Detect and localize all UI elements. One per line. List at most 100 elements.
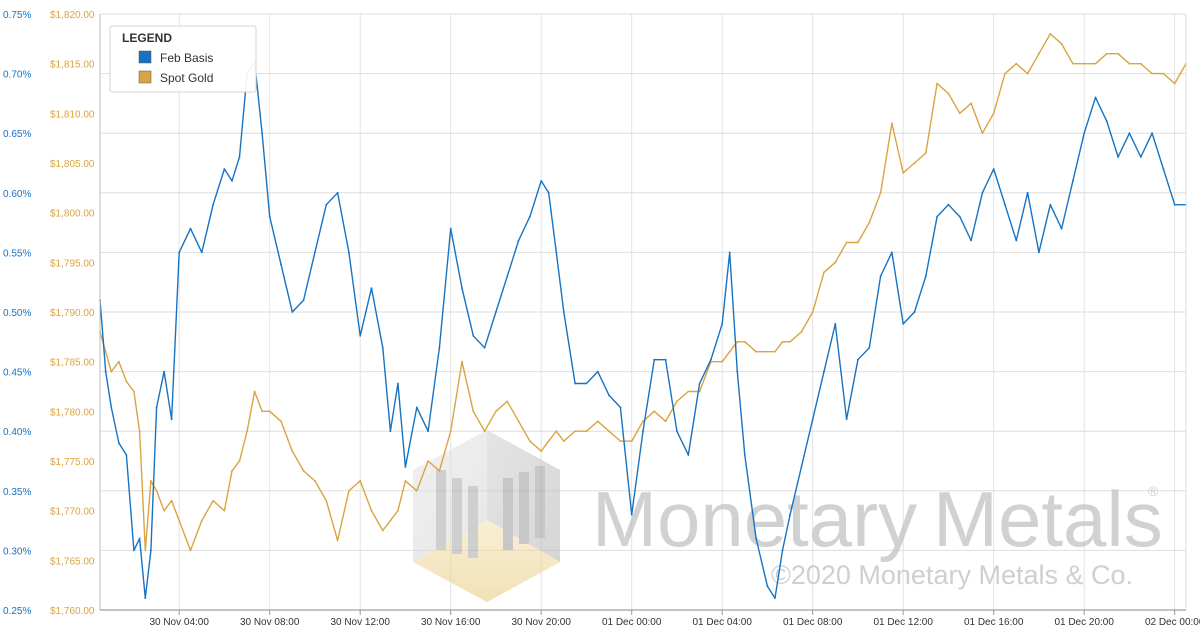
data-point-feb-basis [155,406,158,409]
data-point-spot-gold [1173,82,1176,85]
data-point-spot-gold [755,350,757,353]
data-point-spot-gold [743,340,746,343]
data-point-spot-gold [562,440,565,442]
data-point-spot-gold [781,340,784,343]
data-point-spot-gold [834,261,837,264]
legend-label-feb-basis: Feb Basis [160,51,213,65]
data-point-spot-gold [619,440,622,442]
data-point-spot-gold [1026,72,1029,75]
watermark-copyright: ©2020 Monetary Metals & Co. [771,560,1133,590]
data-point-feb-basis [125,454,128,456]
x-tick-label: 01 Dec 20:00 [1054,617,1114,628]
data-point-spot-gold [404,480,407,482]
data-point-feb-basis [1105,120,1108,123]
data-point-feb-basis [811,418,814,421]
legend: LEGEND Feb Basis Spot Gold [109,25,257,93]
data-point-spot-gold [868,221,871,224]
data-point-spot-gold [138,430,141,433]
data-point-feb-basis [619,406,622,409]
y-tick-basis: 0.35% [3,487,31,498]
data-point-feb-basis [1015,239,1018,242]
x-tick-label: 30 Nov 12:00 [330,617,390,628]
data-point-spot-gold [936,82,938,85]
y-tick-basis: 0.55% [3,248,31,259]
data-point-spot-gold [118,360,120,363]
data-point-feb-basis [163,370,166,373]
data-point-spot-gold [1015,62,1018,65]
data-point-spot-gold [133,390,135,393]
data-point-spot-gold [325,499,328,502]
data-point-feb-basis [540,180,543,182]
data-point-spot-gold [178,519,181,522]
data-point-feb-basis [150,549,152,552]
y-tick-basis: 0.70% [3,70,31,81]
data-point-spot-gold [879,191,882,194]
data-point-spot-gold [1094,62,1097,65]
data-point-feb-basis [992,168,995,170]
data-point-spot-gold [555,430,558,433]
data-point-spot-gold [1060,42,1063,45]
data-point-feb-basis [698,382,701,385]
data-point-spot-gold [397,509,399,512]
data-point-feb-basis [133,549,135,552]
data-point-feb-basis [947,203,950,206]
data-point-feb-basis [834,323,837,325]
data-point-feb-basis [845,418,848,421]
data-point-feb-basis [529,215,531,218]
data-point-spot-gold [238,460,241,462]
data-point-spot-gold [144,549,147,552]
data-point-spot-gold [261,410,263,413]
data-point-spot-gold [687,390,690,393]
y-tick-basis: 0.40% [3,427,31,438]
data-point-spot-gold [449,430,452,433]
data-point-spot-gold [766,350,769,353]
data-point-spot-gold [1151,72,1153,75]
data-point-feb-basis [483,346,486,349]
data-point-spot-gold [495,410,497,413]
data-point-feb-basis [506,275,509,278]
data-point-feb-basis [547,191,550,194]
data-point-feb-basis [415,406,418,409]
y-tick-gold: $1,790.00 [50,308,95,319]
data-point-feb-basis [555,251,558,254]
data-point-feb-basis [397,382,399,385]
data-point-feb-basis [736,370,739,373]
data-point-spot-gold [728,350,731,353]
data-point-feb-basis [381,346,384,349]
data-point-feb-basis [336,191,339,194]
watermark-brand-right: Metals [933,475,1163,563]
data-point-feb-basis [913,311,916,313]
data-point-feb-basis [1117,156,1119,158]
data-point-spot-gold [596,420,599,423]
data-point-feb-basis [1060,227,1063,230]
data-point-feb-basis [585,382,588,385]
data-point-feb-basis [891,251,893,254]
x-tick-label: 30 Nov 16:00 [421,617,481,628]
data-point-feb-basis [110,406,113,409]
data-point-spot-gold [1049,33,1052,35]
y-tick-gold: $1,795.00 [50,258,95,269]
data-point-spot-gold [547,440,550,442]
data-point-spot-gold [189,549,192,552]
data-point-feb-basis [325,203,328,206]
data-point-spot-gold [924,152,927,155]
data-point-spot-gold [630,440,633,442]
data-point-feb-basis [461,287,463,290]
data-point-feb-basis [981,191,984,194]
data-point-feb-basis [664,358,667,361]
data-point-spot-gold [427,460,429,462]
data-point-feb-basis [138,537,141,540]
data-point-feb-basis [348,251,350,254]
data-point-feb-basis [438,346,441,349]
series-line-spot-gold [99,33,1187,552]
data-point-spot-gold [415,489,418,492]
x-tick-label: 01 Dec 04:00 [692,617,752,628]
data-point-feb-basis [608,394,610,397]
y-tick-basis: 0.65% [3,129,31,140]
y-tick-basis: 0.50% [3,308,31,319]
data-point-feb-basis [1139,156,1142,158]
data-point-feb-basis [676,430,678,433]
data-point-feb-basis [857,358,859,361]
data-point-spot-gold [540,450,543,452]
data-point-feb-basis [868,346,871,349]
